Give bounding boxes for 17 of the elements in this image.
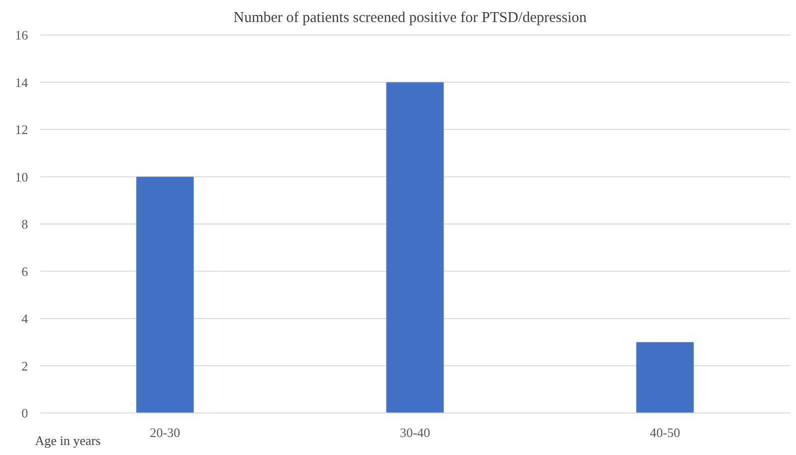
y-tick-label: 6 — [22, 264, 28, 279]
y-tick-label: 8 — [22, 216, 28, 232]
y-tick-label: 16 — [15, 28, 28, 43]
bar — [386, 82, 444, 413]
y-tick-label: 0 — [22, 406, 28, 421]
x-tick-label: 30-40 — [400, 425, 430, 440]
x-tick-label: 20-30 — [150, 425, 180, 440]
bar — [136, 176, 194, 413]
bar — [636, 342, 694, 413]
chart-title: Number of patients screened positive for PTSD/depression — [233, 10, 588, 26]
y-tick-label: 4 — [22, 311, 28, 326]
x-axis-title: Age in years — [35, 433, 101, 448]
y-tick-label: 10 — [15, 169, 28, 184]
x-tick-label: 40-50 — [650, 425, 680, 440]
y-tick-label: 2 — [22, 358, 28, 374]
y-tick-label: 12 — [15, 122, 28, 138]
y-tick-label: 14 — [15, 74, 28, 90]
